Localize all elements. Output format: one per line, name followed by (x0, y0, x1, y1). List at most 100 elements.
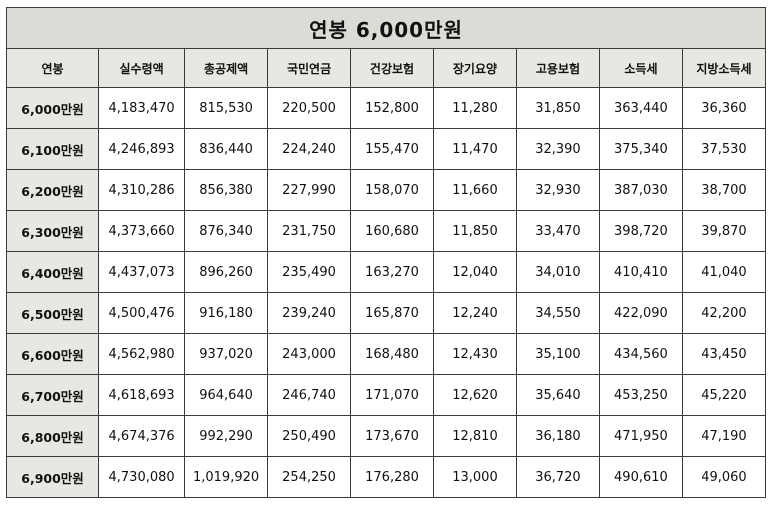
total-deduction-cell: 964,640 (184, 374, 269, 416)
net-pay-cell: 4,730,080 (98, 456, 186, 498)
local-income-tax-cell: 36,360 (681, 87, 767, 129)
net-pay-cell: 4,618,693 (98, 374, 186, 416)
income-tax-cell: 363,440 (598, 87, 683, 129)
table-row: 6,900만원 4,730,080 1,019,920 254,250 176,280 1… (5, 456, 767, 498)
salary-cell: 6,300만원 (5, 210, 100, 252)
salary-cell: 6,100만원 (5, 128, 100, 170)
header-row: 연봉 실수령액 총공제액 국민연금 건강보험 장기요양 고용보험 소득세 지방소… (5, 48, 767, 88)
table-row: 6,000만원 4,183,470 815,530 220,500 152,800 11,… (5, 87, 767, 129)
health-insurance-cell: 168,480 (350, 333, 434, 375)
net-pay-cell: 4,310,286 (98, 169, 186, 211)
local-income-tax-cell: 42,200 (681, 292, 767, 334)
salary-cell: 6,700만원 (5, 374, 100, 416)
column-header-employment-insurance: 고용보험 (515, 48, 600, 88)
national-pension-cell: 250,490 (267, 415, 352, 457)
income-tax-cell: 387,030 (598, 169, 683, 211)
long-term-care-cell: 12,240 (433, 292, 517, 334)
long-term-care-cell: 13,000 (433, 456, 517, 498)
table-row: 6,200만원 4,310,286 856,380 227,990 158,070 11,… (5, 169, 767, 211)
column-header-health-insurance: 건강보험 (350, 48, 434, 88)
health-insurance-cell: 155,470 (350, 128, 434, 170)
health-insurance-cell: 163,270 (350, 251, 434, 293)
employment-insurance-cell: 36,720 (515, 456, 600, 498)
local-income-tax-cell: 47,190 (681, 415, 767, 457)
income-tax-cell: 422,090 (598, 292, 683, 334)
table-body: 6,000만원 4,183,470 815,530 220,500 152,800 11,… (5, 87, 767, 498)
net-pay-cell: 4,674,376 (98, 415, 186, 457)
total-deduction-cell: 856,380 (184, 169, 269, 211)
local-income-tax-cell: 41,040 (681, 251, 767, 293)
employment-insurance-cell: 35,640 (515, 374, 600, 416)
local-income-tax-cell: 49,060 (681, 456, 767, 498)
table-row: 6,800만원 4,674,376 992,290 250,490 173,670 12,… (5, 415, 767, 457)
income-tax-cell: 453,250 (598, 374, 683, 416)
employment-insurance-cell: 32,390 (515, 128, 600, 170)
table-title: 연봉 6,000만원 (6, 7, 766, 49)
column-header-salary: 연봉 (5, 48, 100, 88)
total-deduction-cell: 876,340 (184, 210, 269, 252)
total-deduction-cell: 937,020 (184, 333, 269, 375)
income-tax-cell: 471,950 (598, 415, 683, 457)
salary-cell: 6,800만원 (5, 415, 100, 457)
total-deduction-cell: 992,290 (184, 415, 269, 457)
employment-insurance-cell: 31,850 (515, 87, 600, 129)
net-pay-cell: 4,373,660 (98, 210, 186, 252)
column-header-long-term-care: 장기요양 (433, 48, 517, 88)
employment-insurance-cell: 35,100 (515, 333, 600, 375)
long-term-care-cell: 12,430 (433, 333, 517, 375)
national-pension-cell: 227,990 (267, 169, 352, 211)
long-term-care-cell: 12,040 (433, 251, 517, 293)
employment-insurance-cell: 32,930 (515, 169, 600, 211)
table-row: 6,700만원 4,618,693 964,640 246,740 171,070 12,… (5, 374, 767, 416)
national-pension-cell: 246,740 (267, 374, 352, 416)
health-insurance-cell: 176,280 (350, 456, 434, 498)
total-deduction-cell: 815,530 (184, 87, 269, 129)
total-deduction-cell: 836,440 (184, 128, 269, 170)
income-tax-cell: 490,610 (598, 456, 683, 498)
net-pay-cell: 4,562,980 (98, 333, 186, 375)
salary-cell: 6,600만원 (5, 333, 100, 375)
health-insurance-cell: 158,070 (350, 169, 434, 211)
table-row: 6,300만원 4,373,660 876,340 231,750 160,680 11,… (5, 210, 767, 252)
long-term-care-cell: 12,810 (433, 415, 517, 457)
local-income-tax-cell: 43,450 (681, 333, 767, 375)
health-insurance-cell: 173,670 (350, 415, 434, 457)
employment-insurance-cell: 36,180 (515, 415, 600, 457)
employment-insurance-cell: 33,470 (515, 210, 600, 252)
long-term-care-cell: 11,280 (433, 87, 517, 129)
health-insurance-cell: 165,870 (350, 292, 434, 334)
total-deduction-cell: 896,260 (184, 251, 269, 293)
income-tax-cell: 434,560 (598, 333, 683, 375)
salary-cell: 6,900만원 (5, 456, 100, 498)
local-income-tax-cell: 38,700 (681, 169, 767, 211)
column-header-income-tax: 소득세 (598, 48, 683, 88)
local-income-tax-cell: 37,530 (681, 128, 767, 170)
table-row: 6,500만원 4,500,476 916,180 239,240 165,870 12,… (5, 292, 767, 334)
salary-cell: 6,500만원 (5, 292, 100, 334)
income-tax-cell: 375,340 (598, 128, 683, 170)
long-term-care-cell: 11,470 (433, 128, 517, 170)
local-income-tax-cell: 45,220 (681, 374, 767, 416)
income-tax-cell: 410,410 (598, 251, 683, 293)
local-income-tax-cell: 39,870 (681, 210, 767, 252)
salary-cell: 6,000만원 (5, 87, 100, 129)
net-pay-cell: 4,183,470 (98, 87, 186, 129)
total-deduction-cell: 1,019,920 (184, 456, 269, 498)
salary-cell: 6,200만원 (5, 169, 100, 211)
salary-cell: 6,400만원 (5, 251, 100, 293)
table-row: 6,400만원 4,437,073 896,260 235,490 163,270 12,… (5, 251, 767, 293)
employment-insurance-cell: 34,010 (515, 251, 600, 293)
income-tax-cell: 398,720 (598, 210, 683, 252)
health-insurance-cell: 160,680 (350, 210, 434, 252)
national-pension-cell: 254,250 (267, 456, 352, 498)
net-pay-cell: 4,246,893 (98, 128, 186, 170)
national-pension-cell: 235,490 (267, 251, 352, 293)
column-header-local-income-tax: 지방소득세 (681, 48, 767, 88)
national-pension-cell: 239,240 (267, 292, 352, 334)
long-term-care-cell: 11,850 (433, 210, 517, 252)
table-row: 6,600만원 4,562,980 937,020 243,000 168,480 12,… (5, 333, 767, 375)
column-header-national-pension: 국민연금 (267, 48, 352, 88)
national-pension-cell: 243,000 (267, 333, 352, 375)
column-header-total-deduction: 총공제액 (184, 48, 269, 88)
health-insurance-cell: 171,070 (350, 374, 434, 416)
